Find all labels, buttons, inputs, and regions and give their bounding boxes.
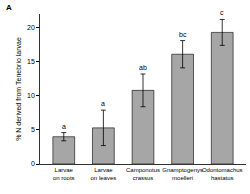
svg-text:0: 0 [31, 160, 35, 167]
svg-text:a: a [101, 100, 105, 107]
svg-text:Odontomachushastatus: Odontomachushastatus [202, 167, 243, 181]
svg-text:15: 15 [27, 58, 35, 65]
svg-text:bc: bc [179, 31, 187, 38]
svg-text:5: 5 [31, 126, 35, 133]
svg-text:Camponotuscrassus: Camponotuscrassus [126, 167, 160, 181]
svg-text:10: 10 [27, 92, 35, 99]
svg-text:20: 20 [27, 24, 35, 31]
svg-text:A: A [6, 3, 12, 12]
svg-text:% N derived from Tenebrio larv: % N derived from Tenebrio larvae [15, 37, 22, 141]
svg-text:a: a [62, 123, 66, 130]
svg-text:ab: ab [139, 64, 147, 71]
svg-text:Gnamptogenysmoelleri: Gnamptogenysmoelleri [162, 167, 203, 181]
svg-text:Larvaeon leaves: Larvaeon leaves [91, 167, 117, 181]
svg-text:c: c [220, 9, 224, 16]
svg-text:Larvaeon roots: Larvaeon roots [53, 167, 75, 181]
